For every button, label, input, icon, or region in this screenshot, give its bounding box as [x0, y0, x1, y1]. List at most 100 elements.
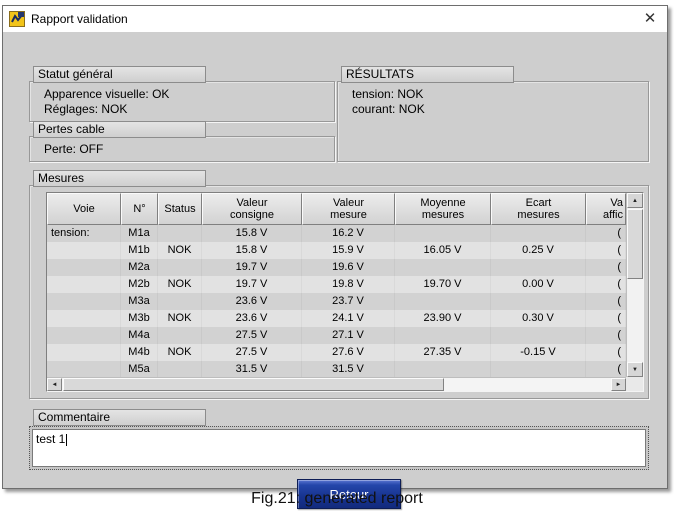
- column-header[interactable]: Valeur mesure: [302, 193, 395, 225]
- table-cell: [158, 327, 202, 344]
- table-cell: 31.5 V: [202, 361, 302, 377]
- table-cell: (: [586, 276, 626, 293]
- table-cell: [491, 361, 586, 377]
- column-header[interactable]: Moyenne mesures: [395, 193, 491, 225]
- table-cell: 19.7 V: [202, 259, 302, 276]
- table-cell: [491, 259, 586, 276]
- table-cell: [158, 293, 202, 310]
- table-row[interactable]: M4a 27.5 V 27.1 V (: [47, 327, 626, 344]
- table-cell: [491, 225, 586, 242]
- table-cell: 0.00 V: [491, 276, 586, 293]
- commentaire-label: Commentaire: [33, 409, 206, 426]
- measure-table: Voie N° Status Valeur consigne Valeur mesure…: [46, 192, 644, 392]
- group-resultats: RÉSULTATS tension: NOK courant: NOK: [337, 66, 649, 162]
- table-cell: [395, 225, 491, 242]
- table-cell: (: [586, 293, 626, 310]
- scroll-left-icon[interactable]: ◄: [47, 378, 62, 391]
- table-cell: M1b: [121, 242, 158, 259]
- table-cell: M5a: [121, 361, 158, 377]
- table-row[interactable]: tension: M1a 15.8 V 16.2 V (: [47, 225, 626, 242]
- table-cell: 16.2 V: [302, 225, 395, 242]
- table-cell: M2b: [121, 276, 158, 293]
- table-cell: 23.90 V: [395, 310, 491, 327]
- table-cell: 0.30 V: [491, 310, 586, 327]
- group-statut-general: Statut général Apparence visuelle: OK Ré…: [29, 66, 335, 122]
- mesures-label: Mesures: [33, 170, 206, 187]
- table-cell: (: [586, 225, 626, 242]
- vertical-scroll-thumb[interactable]: [627, 209, 643, 279]
- table-cell: (: [586, 259, 626, 276]
- window-title: Rapport validation: [31, 12, 128, 26]
- scrollbar-track[interactable]: [444, 378, 611, 391]
- statut-general-label: Statut général: [33, 66, 206, 83]
- comment-textarea[interactable]: test 1: [32, 429, 646, 467]
- table-row[interactable]: M2a 19.7 V 19.6 V (: [47, 259, 626, 276]
- table-cell: 27.5 V: [202, 327, 302, 344]
- table-cell: [395, 293, 491, 310]
- table-cell: (: [586, 327, 626, 344]
- table-cell: 15.9 V: [302, 242, 395, 259]
- table-cell: M2a: [121, 259, 158, 276]
- table-cell: NOK: [158, 276, 202, 293]
- table-cell: [158, 225, 202, 242]
- scroll-down-icon[interactable]: ▼: [627, 362, 643, 377]
- mesures-box: Voie N° Status Valeur consigne Valeur mesure…: [29, 185, 649, 399]
- scroll-right-icon[interactable]: ►: [611, 378, 626, 391]
- table-cell: M4a: [121, 327, 158, 344]
- figure-caption: Fig.21: generated report: [251, 490, 423, 507]
- table-cell: [47, 310, 121, 327]
- reglages-status: Réglages: NOK: [44, 102, 128, 116]
- table-cell: 27.1 V: [302, 327, 395, 344]
- table-cell: 27.5 V: [202, 344, 302, 361]
- table-cell: (: [586, 344, 626, 361]
- column-header[interactable]: Ecart mesures: [491, 193, 586, 225]
- column-header[interactable]: Voie: [47, 193, 121, 225]
- comment-text: test 1: [36, 432, 66, 446]
- table-cell: 16.05 V: [395, 242, 491, 259]
- retour-button[interactable]: Retour: [297, 479, 401, 509]
- table-cell: M4b: [121, 344, 158, 361]
- pertes-cable-label: Pertes cable: [33, 121, 206, 138]
- table-cell: 23.6 V: [202, 293, 302, 310]
- column-header[interactable]: Status: [158, 193, 202, 225]
- table-cell: [47, 276, 121, 293]
- measure-table-header: Voie N° Status Valeur consigne Valeur mesure…: [47, 193, 626, 225]
- table-cell: 23.7 V: [302, 293, 395, 310]
- table-row[interactable]: M5a 31.5 V 31.5 V (: [47, 361, 626, 377]
- pertes-cable-box: Perte: OFF: [29, 136, 335, 162]
- table-cell: [491, 327, 586, 344]
- dialog-body: Statut général Apparence visuelle: OK Ré…: [3, 32, 667, 509]
- table-row[interactable]: M4b NOK 27.5 V 27.6 V 27.35 V -0.15 V(: [47, 344, 626, 361]
- apparence-visuelle-status: Apparence visuelle: OK: [44, 87, 170, 101]
- table-cell: [47, 344, 121, 361]
- table-row[interactable]: M2b NOK 19.7 V 19.8 V 19.70 V 0.00 V(: [47, 276, 626, 293]
- table-cell: -0.15 V: [491, 344, 586, 361]
- comment-focus-frame: test 1: [29, 426, 649, 470]
- horizontal-scroll-thumb[interactable]: [63, 378, 444, 391]
- horizontal-scrollbar[interactable]: ◄ ►: [47, 377, 626, 391]
- title-bar[interactable]: Rapport validation ✕: [3, 6, 667, 32]
- table-cell: [158, 361, 202, 377]
- table-row[interactable]: M1b NOK 15.8 V 15.9 V 16.05 V 0.25 V(: [47, 242, 626, 259]
- table-cell: (: [586, 242, 626, 259]
- table-row[interactable]: M3b NOK 23.6 V 24.1 V 23.90 V 0.30 V(: [47, 310, 626, 327]
- table-cell: [491, 293, 586, 310]
- table-cell: [47, 361, 121, 377]
- vertical-scrollbar[interactable]: ▲ ▼: [626, 193, 643, 377]
- column-header[interactable]: Valeur consigne: [202, 193, 302, 225]
- table-cell: 19.7 V: [202, 276, 302, 293]
- dialog-rapport-validation: Rapport validation ✕ Statut général Appa…: [2, 5, 668, 509]
- column-header[interactable]: N°: [121, 193, 158, 225]
- text-caret: [66, 434, 68, 446]
- perte-status: Perte: OFF: [44, 142, 104, 156]
- scroll-up-icon[interactable]: ▲: [627, 193, 643, 208]
- statut-general-box: Apparence visuelle: OK Réglages: NOK: [29, 81, 335, 122]
- close-icon[interactable]: ✕: [643, 10, 657, 27]
- table-cell: NOK: [158, 310, 202, 327]
- table-cell: 23.6 V: [202, 310, 302, 327]
- column-header[interactable]: Va affic: [586, 193, 626, 225]
- table-cell: 27.6 V: [302, 344, 395, 361]
- table-row[interactable]: M3a 23.6 V 23.7 V (: [47, 293, 626, 310]
- table-cell: M1a: [121, 225, 158, 242]
